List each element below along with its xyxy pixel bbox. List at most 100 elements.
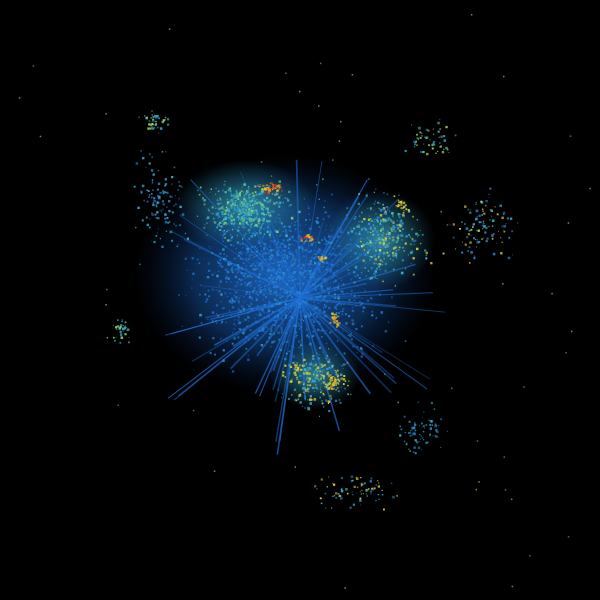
point: [366, 495, 368, 497]
point: [118, 327, 121, 330]
streak: [232, 297, 301, 348]
point: [241, 201, 243, 203]
point: [270, 182, 273, 185]
point: [218, 290, 220, 293]
point: [341, 364, 344, 367]
point: [278, 196, 281, 199]
point: [337, 302, 340, 306]
point: [354, 252, 357, 255]
point: [388, 246, 390, 248]
point: [364, 253, 367, 257]
point: [365, 493, 367, 495]
point: [253, 287, 256, 289]
point: [191, 279, 193, 281]
point: [266, 312, 268, 313]
point: [335, 381, 337, 383]
point: [307, 234, 310, 237]
point: [413, 243, 415, 245]
point: [407, 233, 410, 236]
point: [226, 255, 228, 257]
point: [491, 238, 494, 240]
point: [300, 239, 303, 242]
point: [237, 269, 239, 272]
point: [367, 489, 369, 491]
point: [203, 226, 206, 229]
point: [341, 248, 343, 250]
point: [164, 178, 167, 181]
point: [293, 368, 296, 371]
point: [320, 391, 322, 393]
point: [276, 251, 279, 254]
point: [437, 150, 439, 152]
point: [203, 199, 206, 202]
point: [224, 209, 228, 212]
point: [503, 229, 505, 231]
point: [260, 283, 262, 285]
point: [255, 256, 257, 257]
point: [345, 262, 347, 265]
point: [215, 213, 218, 216]
streak: [299, 253, 363, 299]
point: [324, 492, 327, 495]
point: [242, 201, 244, 203]
point: [358, 295, 360, 297]
point: [152, 180, 153, 182]
point: [259, 284, 261, 286]
point: [282, 209, 285, 212]
point: [400, 271, 404, 275]
point: [261, 202, 263, 205]
point: [473, 237, 476, 240]
point: [392, 259, 394, 261]
point: [271, 326, 273, 328]
point: [336, 235, 340, 238]
point: [310, 241, 312, 243]
point: [314, 371, 316, 373]
point: [267, 314, 270, 317]
point: [275, 285, 279, 288]
point: [377, 257, 380, 259]
stray-point: [451, 387, 453, 390]
stray-point: [351, 74, 354, 76]
point: [397, 238, 399, 240]
streak: [299, 297, 372, 395]
point: [145, 216, 148, 219]
point: [330, 317, 332, 320]
point: [282, 227, 284, 229]
point: [372, 226, 374, 229]
point: [341, 310, 344, 313]
point: [294, 228, 297, 231]
point: [320, 374, 322, 376]
point: [292, 279, 295, 282]
point: [306, 371, 308, 374]
point: [223, 218, 225, 221]
point: [387, 218, 390, 222]
point: [280, 328, 283, 331]
point: [358, 245, 360, 247]
point: [360, 347, 362, 350]
point: [369, 255, 371, 258]
point: [250, 209, 254, 213]
point: [482, 227, 484, 230]
point: [156, 188, 159, 191]
point: [119, 341, 122, 344]
point: [318, 265, 320, 267]
point: [314, 485, 317, 487]
point: [370, 208, 372, 210]
point: [387, 217, 391, 220]
point: [385, 220, 388, 223]
point: [301, 339, 302, 341]
point: [297, 238, 299, 240]
point: [283, 291, 286, 294]
point: [277, 388, 280, 391]
point: [416, 219, 419, 221]
point: [310, 374, 312, 376]
point: [358, 241, 360, 243]
point: [313, 304, 316, 307]
point: [252, 310, 253, 311]
point: [280, 186, 283, 189]
point: [319, 387, 321, 389]
point: [316, 352, 318, 354]
point: [275, 265, 277, 266]
point: [255, 194, 257, 196]
point: [276, 190, 279, 192]
